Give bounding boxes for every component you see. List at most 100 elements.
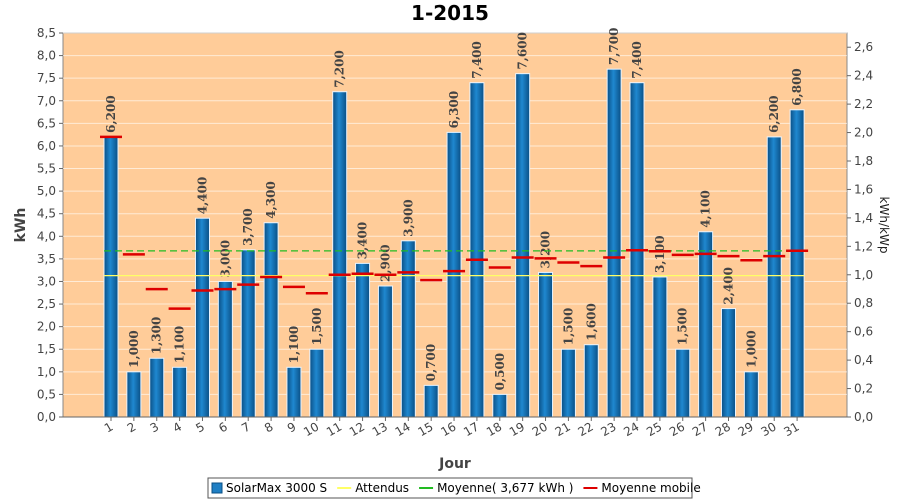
bar — [172, 366, 188, 418]
x-tick-label: 19 — [507, 419, 527, 439]
x-tick-label: 25 — [644, 419, 664, 439]
y-right-tick-label: 0,0 — [854, 410, 873, 424]
x-axis-label: Jour — [438, 456, 471, 472]
y-tick-label: 4,0 — [37, 229, 56, 243]
data-label: 4,100 — [699, 190, 713, 228]
data-label: 1,100 — [173, 326, 187, 364]
bar — [149, 357, 165, 418]
data-label: 1,500 — [676, 308, 690, 346]
bar — [698, 231, 714, 418]
x-tick-label: 9 — [285, 419, 299, 435]
data-label: 1,100 — [287, 326, 301, 364]
data-label: 3,200 — [539, 231, 553, 269]
bar — [377, 285, 393, 418]
y-tick-label: 0,0 — [37, 410, 56, 424]
y-tick-label: 2,5 — [37, 297, 56, 311]
x-tick-label: 18 — [484, 419, 504, 439]
x-tick-label: 4 — [170, 419, 184, 435]
legend-label: Moyenne( 3,677 kWh ) — [437, 481, 573, 495]
x-tick-label: 28 — [713, 419, 733, 439]
y-right-tick-label: 2,2 — [854, 97, 873, 111]
legend-swatch — [211, 482, 223, 494]
y-right-tick-label: 0,2 — [854, 382, 873, 396]
y-right-tick-label: 1,8 — [854, 154, 873, 168]
y-right-tick-label: 2,0 — [854, 126, 873, 140]
x-tick-label: 20 — [530, 419, 550, 439]
x-tick-label: 3 — [148, 419, 162, 435]
bar — [743, 371, 759, 418]
x-tick-label: 5 — [193, 419, 207, 435]
y-tick-label: 6,0 — [37, 139, 56, 153]
bar — [217, 280, 233, 418]
legend-label: SolarMax 3000 S — [226, 481, 327, 495]
y-tick-label: 4,5 — [37, 207, 56, 221]
data-label: 7,700 — [607, 28, 621, 66]
y-tick-label: 8,5 — [37, 26, 56, 40]
x-tick-label: 23 — [598, 419, 618, 439]
data-label: 6,800 — [790, 68, 804, 106]
bar — [492, 393, 508, 418]
data-label: 4,300 — [264, 181, 278, 219]
legend-box — [207, 477, 693, 499]
y-right-tick-label: 0,6 — [854, 325, 873, 339]
y-tick-label: 7,5 — [37, 71, 56, 85]
y-right-tick-label: 1,6 — [854, 182, 873, 196]
bar — [606, 68, 622, 418]
y-tick-label: 5,0 — [37, 184, 56, 198]
data-label: 2,900 — [378, 244, 392, 282]
data-label: 7,200 — [333, 50, 347, 88]
bar — [446, 131, 462, 418]
bar — [766, 136, 782, 418]
line-series — [100, 135, 809, 310]
y-tick-label: 0,5 — [37, 387, 56, 401]
bar — [194, 217, 210, 418]
y-right-tick-label: 1,4 — [854, 211, 873, 225]
y-tick-label: 7,0 — [37, 94, 56, 108]
data-label: 7,400 — [470, 41, 484, 79]
data-label: 1,500 — [310, 308, 324, 346]
data-label: 0,500 — [493, 353, 507, 391]
data-label: 6,300 — [447, 91, 461, 129]
data-label: 3,000 — [218, 240, 232, 278]
bar — [469, 82, 485, 418]
chart-title: 1-2015 — [411, 1, 489, 25]
y-right-tick-label: 1,2 — [854, 239, 873, 253]
y-axis-right-label: kWh/kWp — [877, 197, 891, 254]
y-axis-right: 0,0 0,2 0,4 0,6 0,8 1,0 1,2 1,4 1,6 1,8 2,0 2,2 2,4 2… — [847, 40, 873, 424]
data-label: 7,600 — [516, 32, 530, 70]
x-tick-label: 16 — [438, 419, 458, 439]
data-label: 1,300 — [150, 317, 164, 355]
x-tick-label: 14 — [393, 419, 413, 439]
x-tick-label: 21 — [553, 419, 573, 439]
data-label: 3,900 — [401, 199, 415, 237]
bar — [538, 271, 554, 418]
bar — [355, 262, 371, 418]
x-tick-label: 17 — [461, 419, 481, 439]
x-tick-label: 24 — [621, 419, 641, 439]
legend-label: Moyenne mobile — [601, 481, 700, 495]
y-tick-label: 5,5 — [37, 162, 56, 176]
x-tick-label: 29 — [736, 419, 756, 439]
x-axis: 1 2 3 4 5 6 7 8 9 10 11 12 13 14 15 16 17 18 19 20 21 22 23 24 2… — [63, 416, 847, 439]
x-tick-label: 15 — [415, 419, 435, 439]
bar — [720, 308, 736, 418]
y-tick-label: 1,0 — [37, 365, 56, 379]
y-tick-label: 2,0 — [37, 320, 56, 334]
x-tick-label: 2 — [125, 419, 139, 435]
y-tick-label: 8,0 — [37, 49, 56, 63]
y-right-tick-label: 2,4 — [854, 69, 873, 83]
x-tick-label: 10 — [301, 419, 321, 439]
x-tick-label: 6 — [216, 419, 230, 435]
y-right-tick-label: 1,0 — [854, 268, 873, 282]
y-tick-label: 3,0 — [37, 274, 56, 288]
y-right-tick-label: 2,6 — [854, 40, 873, 54]
x-tick-label: 11 — [324, 419, 344, 439]
x-tick-label: 8 — [262, 419, 276, 435]
y-right-tick-label: 0,8 — [854, 296, 873, 310]
data-label: 6,200 — [767, 95, 781, 133]
y-axis-label: kWh — [13, 208, 29, 243]
x-tick-label: 12 — [347, 419, 367, 439]
y-tick-label: 3,5 — [37, 252, 56, 266]
x-tick-label: 1 — [102, 419, 116, 435]
